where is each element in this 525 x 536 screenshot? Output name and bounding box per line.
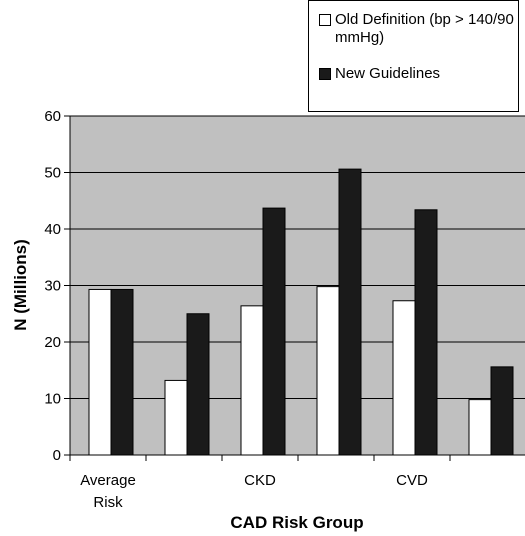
legend-label-old-definition: Old Definition (bp > 140/90 mmHg) <box>335 11 514 46</box>
bar-new-guidelines <box>262 207 286 456</box>
bar-old-definition <box>164 379 188 456</box>
x-tick-label: Average <box>80 472 136 489</box>
y-tick-label: 10 <box>44 391 61 408</box>
bar-old-definition <box>88 288 112 456</box>
y-tick-label: 40 <box>44 221 61 238</box>
y-tick-label: 30 <box>44 278 61 295</box>
x-tick-label: CVD <box>396 472 428 489</box>
bar-old-definition <box>316 286 340 456</box>
y-tick-label: 60 <box>44 108 61 125</box>
bar-old-definition <box>392 300 416 456</box>
bar-old-definition <box>468 399 492 456</box>
legend-item-new-guidelines: New Guidelines <box>319 65 515 83</box>
x-tick-label: Risk <box>93 494 123 511</box>
y-tick-label: 50 <box>44 165 61 182</box>
legend-swatch-new-guidelines <box>319 68 331 80</box>
bar-old-definition <box>240 305 264 456</box>
y-axis-title: N (Millions) <box>11 239 30 331</box>
bar-new-guidelines <box>186 313 210 456</box>
x-axis-title: CAD Risk Group <box>230 513 363 532</box>
y-tick-label: 20 <box>44 334 61 351</box>
bar-new-guidelines <box>490 366 514 456</box>
chart-legend: Old Definition (bp > 140/90 mmHg) New Gu… <box>308 0 519 112</box>
legend-item-old-definition: Old Definition (bp > 140/90 mmHg) <box>319 11 515 47</box>
legend-label-new-guidelines: New Guidelines <box>335 65 441 82</box>
bar-new-guidelines <box>414 209 438 456</box>
legend-swatch-old-definition <box>319 14 331 26</box>
y-tick-label: 0 <box>53 447 61 464</box>
x-tick-label: CKD <box>244 472 276 489</box>
bar-new-guidelines <box>338 168 362 456</box>
bar-new-guidelines <box>110 288 134 456</box>
